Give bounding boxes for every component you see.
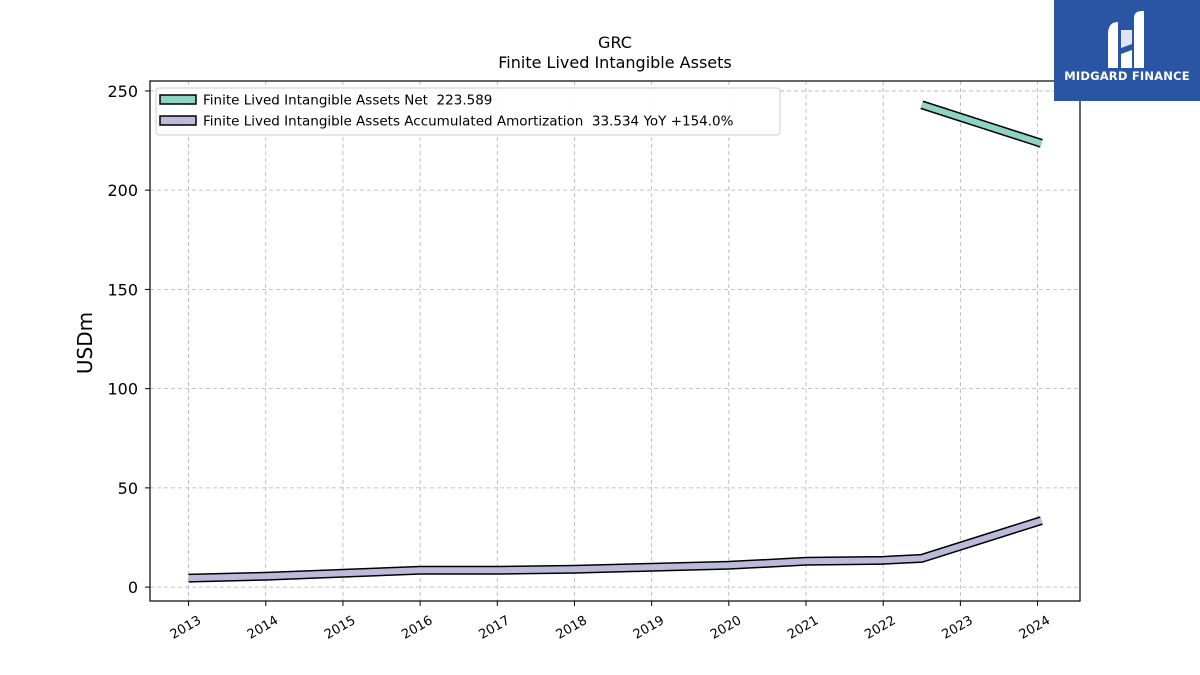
y-tick-label: 50 [118, 479, 138, 498]
y-tick-label: 200 [107, 181, 138, 200]
x-tick-label: 2014 [245, 613, 281, 643]
legend-box [155, 87, 781, 136]
x-tick-label: 2021 [785, 613, 821, 643]
chart-title: GRC [598, 33, 632, 52]
x-tick-label: 2016 [399, 613, 435, 643]
legend-swatch-amortization [159, 115, 197, 126]
x-tick-label: 2019 [631, 613, 667, 643]
y-axis-label: USDm [73, 312, 97, 374]
y-tick-label: 100 [107, 380, 138, 399]
x-tick-label: 2013 [168, 613, 204, 643]
chart-subtitle: Finite Lived Intangible Assets [498, 53, 731, 72]
series-layer [188, 100, 1043, 583]
brand-logo: MIDGARD FINANCE [1054, 0, 1200, 101]
series-line-0 [920, 101, 1043, 147]
x-tick-label: 2017 [476, 613, 512, 643]
y-tick-label: 0 [128, 578, 138, 597]
legend-label-net: Finite Lived Intangible Assets Net 223.5… [203, 93, 492, 109]
series-line-1 [188, 517, 1043, 582]
x-tick-label: 2015 [322, 613, 358, 643]
y-tick-label: 150 [107, 280, 138, 299]
x-axis: 2013 2014 2015 2016 2017 2018 2019 2020 2021 2022… [168, 601, 1053, 643]
x-tick-label: 2018 [554, 613, 590, 643]
x-tick-label: 2023 [940, 613, 976, 643]
x-tick-label: 2024 [1017, 613, 1053, 643]
legend-label-amortization: Finite Lived Intangible Assets Accumulat… [203, 114, 734, 130]
legend-swatch-net [159, 94, 197, 105]
x-tick-label: 2020 [708, 613, 744, 643]
brand-logo-text: MIDGARD FINANCE [1064, 69, 1190, 83]
midgard-logo-icon [1108, 11, 1144, 68]
grid [150, 81, 1080, 601]
x-tick-label: 2022 [862, 613, 898, 643]
y-tick-label: 250 [107, 82, 138, 101]
y-axis: 0 50 100 150 200 250 [107, 82, 150, 597]
legend: Finite Lived Intangible Assets Net 223.5… [155, 87, 781, 136]
plot-frame [149, 80, 1081, 602]
